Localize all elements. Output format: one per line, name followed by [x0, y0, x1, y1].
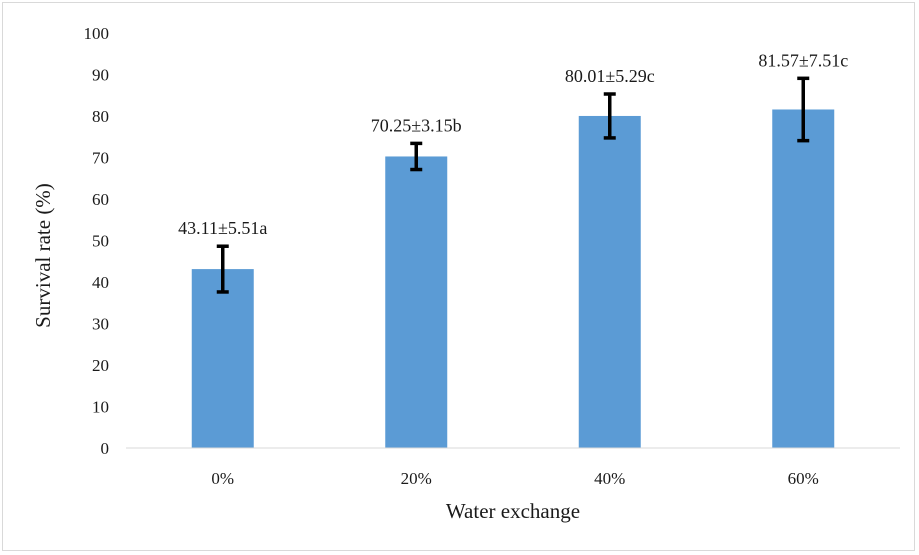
y-tick-label: 40 [92, 273, 109, 292]
y-tick-label: 50 [92, 232, 109, 251]
x-tick-label: 60% [788, 469, 819, 488]
y-tick-label: 10 [92, 398, 109, 417]
error-bar [603, 92, 616, 140]
x-axis-ticks: 0% 20% 40% 60% [211, 469, 818, 488]
bar [578, 115, 641, 448]
error-bars [216, 76, 810, 294]
y-tick-label: 80 [92, 107, 109, 126]
error-bar [797, 76, 810, 143]
bars [191, 109, 835, 448]
error-bar [216, 244, 229, 294]
x-tick-label: 40% [594, 469, 625, 488]
y-tick-label: 90 [92, 66, 109, 85]
data-label: 80.01±5.29c [565, 66, 655, 86]
y-tick-label: 0 [101, 439, 110, 458]
y-axis-ticks: 0 10 20 30 40 50 60 70 80 90 100 [84, 24, 110, 458]
x-tick-label: 20% [401, 469, 432, 488]
data-label: 70.25±3.15b [371, 115, 462, 135]
bar [772, 109, 835, 448]
bar [385, 156, 448, 448]
error-bar [410, 141, 423, 172]
y-tick-label: 70 [92, 149, 109, 168]
data-label: 43.11±5.51a [178, 218, 267, 238]
y-tick-label: 60 [92, 190, 109, 209]
data-label: 81.57±7.51c [758, 50, 848, 70]
x-tick-label: 0% [211, 469, 234, 488]
x-axis-title: Water exchange [446, 499, 580, 523]
y-axis-title: Survival rate (%) [31, 183, 55, 328]
data-labels: 43.11±5.51a 70.25±3.15b 80.01±5.29c 81.57±7… [178, 50, 848, 238]
y-tick-label: 20 [92, 356, 109, 375]
y-tick-label: 30 [92, 315, 109, 334]
bar [191, 269, 254, 448]
y-tick-label: 100 [84, 24, 110, 43]
